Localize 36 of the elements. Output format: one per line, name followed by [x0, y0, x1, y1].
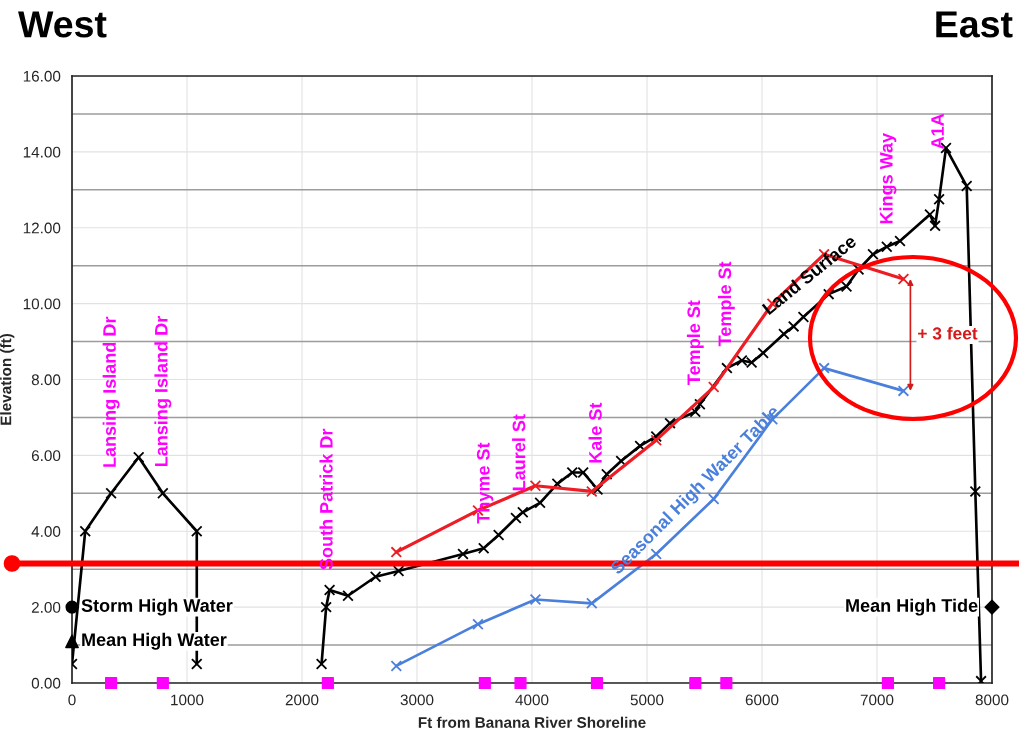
- annotation: Lansing Island Dr: [154, 316, 172, 467]
- annotation: Thyme St: [476, 442, 494, 524]
- annotation: Kings Way: [879, 132, 897, 224]
- x-tick-label: 8000: [975, 694, 1009, 706]
- annotation: South Patrick Dr: [319, 428, 333, 570]
- x-tick-label: 5000: [630, 694, 664, 706]
- x-axis-title: Ft from Banana River Shoreline: [418, 716, 646, 728]
- y-tick-label: 4.00: [31, 526, 61, 537]
- text: West: [18, 11, 107, 38]
- y-tick-label: 2.00: [31, 601, 61, 613]
- x-tick-label: 7000: [860, 694, 894, 706]
- series-label: Storm High Water: [81, 598, 233, 616]
- x-tick-label: 2000: [285, 694, 319, 706]
- y-tick-label: 0.00: [31, 677, 61, 689]
- y-tick-label: 8.00: [31, 374, 61, 386]
- x-tick-label: 4000: [515, 694, 549, 706]
- series-label: Mean High Water: [82, 632, 227, 650]
- x-tick-label: 0: [68, 694, 76, 706]
- annotation: Laurel St: [512, 414, 526, 491]
- text: East: [936, 11, 1013, 38]
- annotation: A1A: [931, 113, 944, 149]
- annotation: Temple St: [686, 300, 704, 385]
- x-tick-label: 6000: [745, 694, 779, 706]
- y-tick-label: 16.00: [23, 70, 61, 82]
- y-tick-label: 14.00: [23, 146, 61, 158]
- y-tick-label: 10.00: [23, 298, 61, 310]
- annotation: + 3 feet: [918, 326, 978, 340]
- annotation: Kale St: [588, 402, 602, 463]
- annotation: Temple St: [717, 261, 735, 347]
- x-tick-label: 3000: [400, 694, 434, 706]
- x-tick-label: 1000: [171, 694, 204, 706]
- y-tick-label: 6.00: [31, 450, 61, 462]
- annotation: Lansing Island Dr: [102, 316, 120, 467]
- y-axis-title: Elevation (ft): [0, 334, 15, 425]
- y-tick-label: 12.00: [23, 222, 61, 234]
- series-label: Mean High Tide: [846, 598, 978, 616]
